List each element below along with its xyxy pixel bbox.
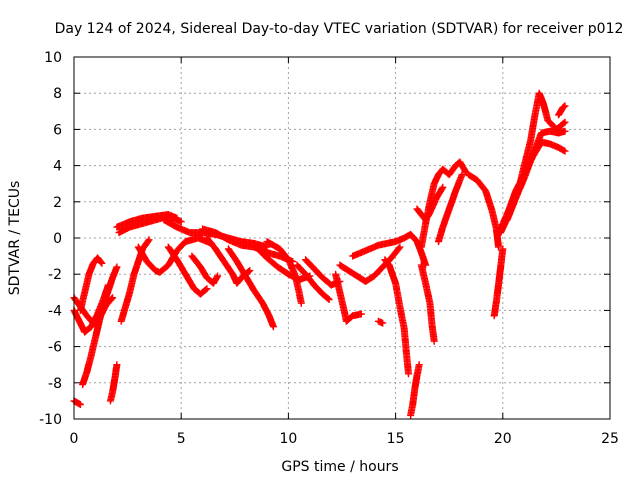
data-point-markers	[263, 238, 305, 307]
axis-ticks: 0 5 10 15 20 25 -10 -8 -6 -4 -2 0 2 4 6 8 10	[39, 50, 619, 447]
x-tick-label: 15	[387, 431, 405, 447]
series-arc-15	[224, 245, 277, 331]
series-arc-21	[332, 270, 365, 325]
series-arc-4	[79, 263, 121, 389]
data-point-markers	[413, 183, 447, 224]
x-tick-label: 25	[601, 431, 619, 447]
y-axis-label: SDTVAR / TECUs	[7, 181, 23, 296]
series-arc-32	[465, 171, 502, 251]
series-arc-37	[555, 102, 569, 119]
series-arc-12	[164, 243, 211, 298]
series-arc-20	[293, 261, 333, 303]
grid-lines	[74, 57, 610, 419]
data-point-markers	[417, 261, 438, 345]
x-tick-label: 10	[279, 431, 297, 447]
data-point-markers	[164, 243, 211, 298]
y-tick-label: 8	[53, 86, 62, 102]
x-tick-label: 20	[494, 431, 512, 447]
y-tick-label: -10	[39, 412, 62, 428]
series-arc-27	[407, 361, 423, 419]
data-point-markers	[188, 252, 222, 287]
series-arc-18	[263, 238, 305, 307]
series-arc-25	[374, 317, 387, 327]
data-point-markers	[490, 245, 507, 320]
y-tick-label: 10	[44, 50, 62, 66]
data-points	[70, 89, 569, 419]
x-tick-label: 0	[70, 431, 79, 447]
data-point-markers	[70, 397, 84, 408]
chart-title: Day 124 of 2024, Sidereal Day-to-day VTE…	[55, 21, 624, 37]
series-arc-3	[70, 397, 84, 408]
data-point-markers	[79, 263, 121, 389]
data-point-markers	[113, 211, 181, 231]
y-tick-label: 6	[53, 122, 62, 138]
series-arc-13	[188, 252, 222, 287]
data-point-markers	[381, 256, 412, 378]
data-point-markers	[555, 102, 569, 119]
data-point-markers	[106, 361, 121, 405]
series-arc-9	[113, 211, 181, 231]
x-tick-label: 5	[177, 431, 186, 447]
y-tick-label: -4	[48, 303, 62, 319]
y-tick-label: -6	[48, 340, 62, 356]
data-point-markers	[349, 234, 408, 260]
series-arc-7	[117, 236, 153, 325]
x-axis-label: GPS time / hours	[281, 459, 398, 475]
series-arc-36	[503, 127, 569, 224]
data-point-markers	[435, 171, 466, 246]
series-arc-23	[349, 234, 408, 260]
plot-frame	[73, 56, 611, 420]
data-point-markers	[503, 127, 569, 224]
series-arc-31	[435, 171, 466, 246]
series-arc-6	[76, 254, 106, 314]
y-tick-label: -8	[48, 376, 62, 392]
series-arc-30	[413, 183, 447, 224]
data-point-markers	[332, 270, 365, 325]
y-tick-label: 0	[53, 231, 62, 247]
data-point-markers	[293, 261, 333, 303]
series-arc-33	[490, 245, 507, 320]
data-point-markers	[117, 236, 153, 325]
data-point-markers	[224, 245, 277, 331]
series-arc-5	[106, 361, 121, 405]
data-point-markers	[407, 361, 423, 419]
data-point-markers	[374, 317, 387, 327]
y-tick-label: 4	[53, 159, 62, 175]
series-arc-28	[417, 261, 438, 345]
data-point-markers	[76, 254, 106, 314]
series-arc-24	[381, 256, 412, 378]
data-point-markers	[465, 171, 502, 251]
y-tick-label: -2	[48, 267, 62, 283]
y-tick-label: 2	[53, 195, 62, 211]
